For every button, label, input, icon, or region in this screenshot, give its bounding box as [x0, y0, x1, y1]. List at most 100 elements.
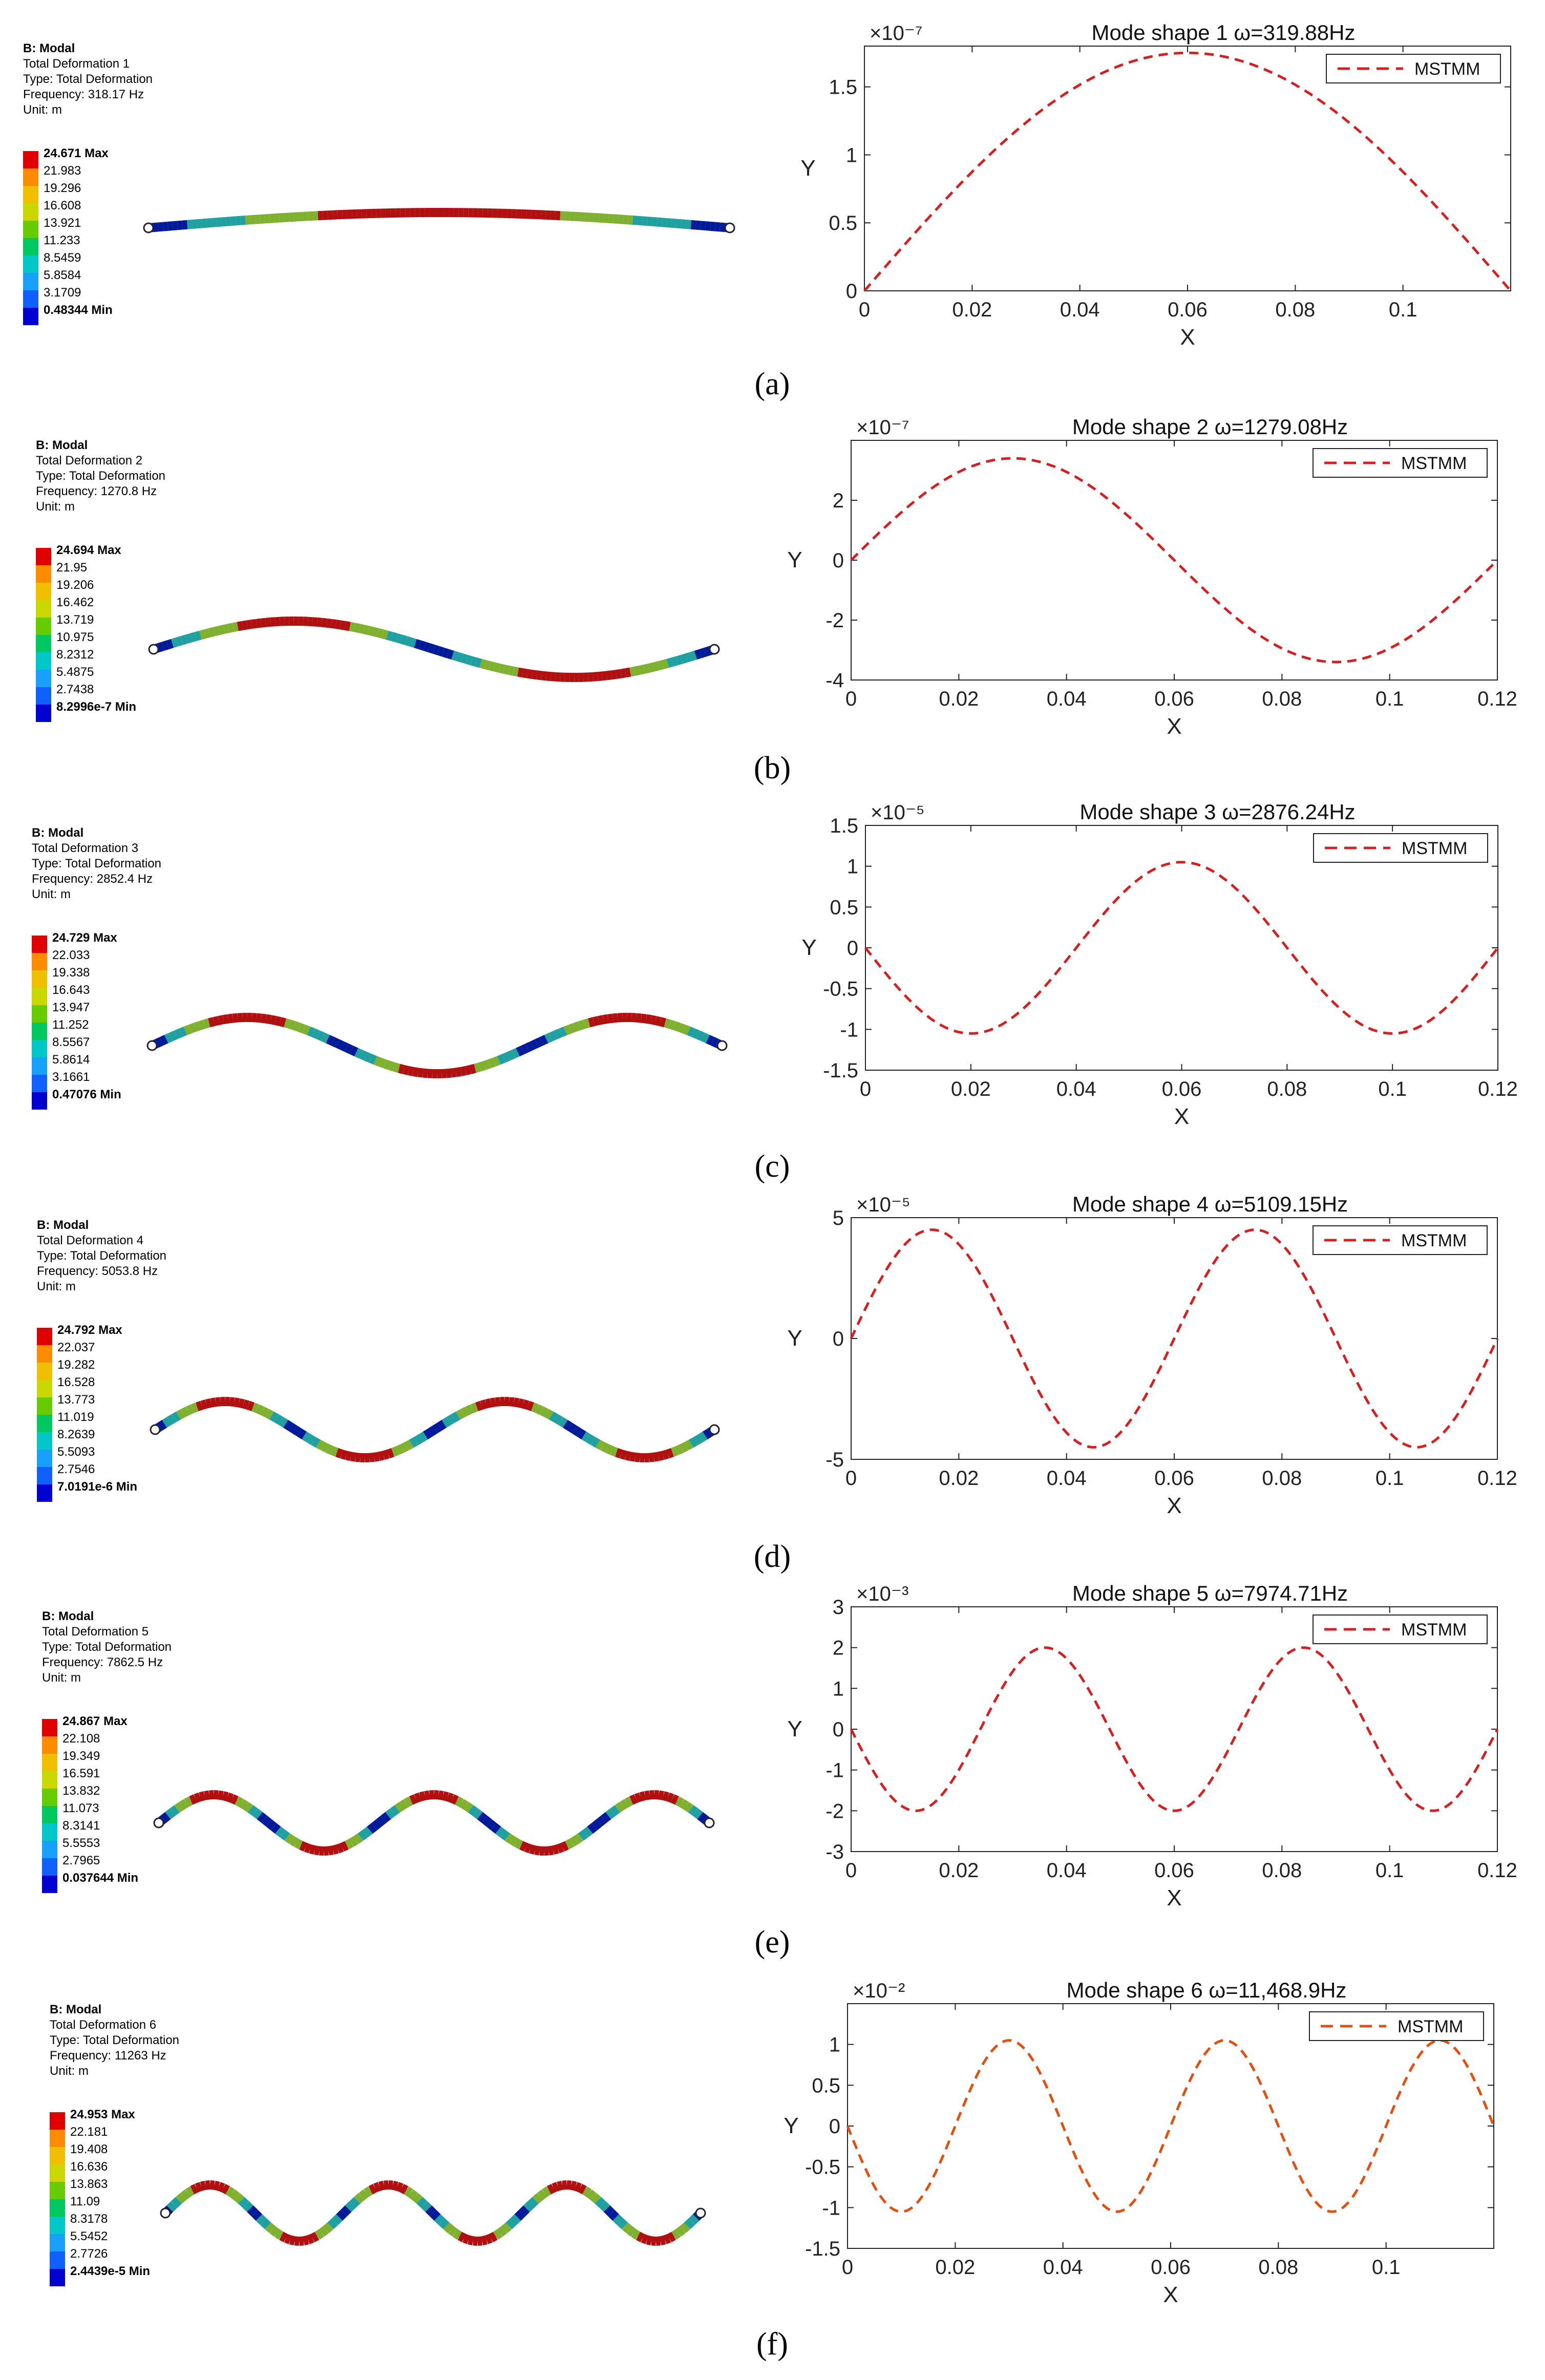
beam-segment [456, 652, 463, 663]
beam-segment [552, 1844, 559, 1855]
beam-segment [376, 628, 384, 639]
axis-exponent: ×10⁻³ [856, 1583, 908, 1605]
beam-segment [578, 1019, 586, 1030]
legend-max: 24.867 Max [62, 1714, 128, 1728]
support-right-icon [709, 1424, 720, 1435]
beam-segment [294, 1838, 303, 1850]
beam-segment [381, 629, 389, 640]
beam-segment [442, 1791, 449, 1801]
beam-segment [292, 1426, 302, 1437]
legend-value: 11.233 [44, 233, 80, 247]
legend-min: 0.48344 Min [44, 303, 113, 317]
beam-segment [503, 665, 510, 675]
beam-segment [196, 219, 202, 229]
beam-segment [673, 1021, 681, 1032]
beam-segment [514, 1838, 523, 1850]
legend-value: 19.408 [70, 2142, 108, 2156]
legend-value: 19.338 [52, 966, 90, 980]
beam-segment [663, 2234, 671, 2244]
beam-segment [639, 1791, 646, 1801]
legend-value: 13.832 [62, 1784, 100, 1798]
beam-segment [247, 2205, 258, 2217]
beam-segment [484, 2234, 493, 2244]
beam-segment [671, 2229, 681, 2240]
beam-segment [563, 1419, 573, 1431]
beam-segment [432, 1422, 442, 1434]
beam-segment [617, 1013, 623, 1023]
beam-segment [188, 1023, 197, 1034]
beam-segment [497, 2226, 507, 2237]
legend-band [42, 1876, 57, 1893]
y-tick-label: 1.5 [829, 76, 857, 99]
beam-segment [548, 1845, 554, 1856]
beam-segment [430, 2209, 441, 2221]
subfigure-label: (c) [755, 1149, 790, 1184]
beam-segment [189, 632, 197, 643]
support-left-icon [146, 1040, 158, 1051]
beam-segment [369, 1452, 375, 1462]
beam-segment [357, 1830, 368, 1841]
beam-segment [340, 1449, 348, 1460]
beam-segment [554, 1028, 563, 1039]
legend-value: 16.591 [62, 1767, 100, 1780]
beam-segment [284, 213, 289, 222]
beam-segment [190, 2184, 199, 2195]
beam-segment [176, 2193, 186, 2204]
legend-value: 5.8614 [52, 1053, 90, 1067]
beam-segment [694, 649, 702, 660]
beam-segment [662, 1449, 669, 1460]
beam-segment [176, 636, 183, 647]
beam-segment [530, 1039, 539, 1050]
legend-value: 16.608 [44, 199, 81, 213]
beam-segment [495, 1826, 506, 1838]
x-axis-label: X [1163, 2282, 1178, 2307]
beam-segment [599, 213, 604, 223]
support-right-icon [716, 1040, 728, 1051]
legend-band [36, 705, 51, 722]
beam-segment [679, 1799, 689, 1810]
x-tick-label: 0.1 [1375, 688, 1404, 710]
series-line-mstmm [850, 1646, 1499, 1812]
mode-shape-chart: 0 0.02 0.04 0.06 0.08 0.1 0.12 -1.5 -1 -0.5 0 0.5 1 1… [801, 800, 1518, 1129]
x-tick-label: 0.06 [1168, 299, 1208, 321]
beam-segment [309, 1844, 316, 1855]
beam-segment [186, 1404, 195, 1415]
beam-segment [517, 667, 524, 677]
support-right-icon [695, 2207, 706, 2219]
legend-band [23, 238, 38, 256]
legend-band [37, 1397, 52, 1415]
beam-segment [373, 1056, 382, 1067]
beam-segment [497, 1054, 505, 1065]
fe-info-line: Total Deformation 5 [42, 1625, 149, 1639]
beam-segment [450, 1794, 459, 1805]
beam-segment [569, 211, 575, 221]
legend-min: 0.47076 Min [52, 1088, 121, 1101]
beam-segment [199, 1791, 206, 1801]
y-tick-label: -5 [826, 1449, 844, 1471]
beam-segment [641, 1013, 647, 1024]
beam-segment [544, 1409, 554, 1420]
beam-segment [355, 1452, 361, 1462]
fe-info-line: Frequency: 1270.8 Hz [36, 484, 157, 498]
beam-segment [686, 220, 692, 229]
legend-band [42, 1754, 57, 1771]
beam-segment [510, 2214, 521, 2225]
beam-segment [180, 634, 188, 645]
beam-segment [428, 643, 436, 654]
fe-info-line: Frequency: 2852.4 Hz [32, 872, 153, 886]
beam-segment [523, 2201, 535, 2212]
beam-segment [423, 642, 431, 652]
beam-segment [304, 1843, 312, 1854]
contour-legend: 24.792 Max 22.037 19.282 16.528 13.773 11.019… [37, 1323, 137, 1502]
chart-legend [1326, 54, 1501, 83]
legend-max: 24.694 Max [56, 543, 121, 557]
beam-segment [417, 1068, 424, 1078]
beam-segment [491, 1823, 501, 1834]
legend-value: 11.073 [62, 1801, 99, 1815]
legend-value: 19.349 [62, 1749, 100, 1763]
beam-segment [451, 650, 459, 661]
beam-segment [535, 1404, 544, 1415]
beam-segment [626, 2226, 637, 2237]
